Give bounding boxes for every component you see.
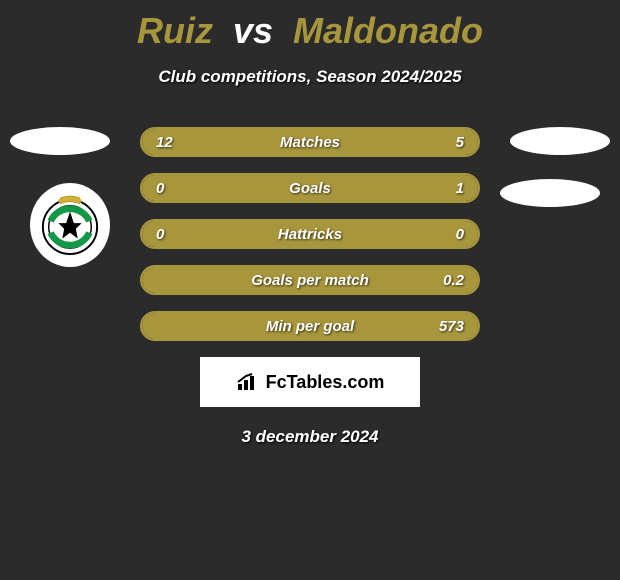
club-badge-icon xyxy=(39,194,101,256)
watermark-chart-icon xyxy=(236,372,260,392)
date-label: 3 december 2024 xyxy=(0,427,620,447)
comparison-title: Ruiz vs Maldonado xyxy=(0,10,620,52)
stat-label: Hattricks xyxy=(142,221,478,247)
stat-label: Goals per match xyxy=(142,267,478,293)
stat-right-value: 0.2 xyxy=(443,267,464,293)
stat-right-value: 573 xyxy=(439,313,464,339)
stat-right-value: 1 xyxy=(456,175,464,201)
vs-label: vs xyxy=(233,10,273,51)
stat-row-goals: 0 Goals 1 xyxy=(140,173,480,203)
stat-right-value: 5 xyxy=(456,129,464,155)
player1-name: Ruiz xyxy=(137,10,213,51)
stat-row-goals-per-match: Goals per match 0.2 xyxy=(140,265,480,295)
stat-label: Matches xyxy=(142,129,478,155)
stat-row-min-per-goal: Min per goal 573 xyxy=(140,311,480,341)
left-player-marker xyxy=(10,127,110,155)
stat-rows: 12 Matches 5 0 Goals 1 0 Hattricks 0 xyxy=(140,127,480,341)
stat-right-value: 0 xyxy=(456,221,464,247)
right-player-marker-2 xyxy=(500,179,600,207)
watermark-text: FcTables.com xyxy=(266,372,385,393)
club-badge xyxy=(30,183,110,267)
stat-label: Goals xyxy=(142,175,478,201)
stat-row-hattricks: 0 Hattricks 0 xyxy=(140,219,480,249)
stat-label: Min per goal xyxy=(142,313,478,339)
right-player-marker xyxy=(510,127,610,155)
subtitle: Club competitions, Season 2024/2025 xyxy=(0,67,620,87)
watermark: FcTables.com xyxy=(200,357,420,407)
player2-name: Maldonado xyxy=(293,10,483,51)
stats-area: 12 Matches 5 0 Goals 1 0 Hattricks 0 xyxy=(0,127,620,447)
stat-row-matches: 12 Matches 5 xyxy=(140,127,480,157)
